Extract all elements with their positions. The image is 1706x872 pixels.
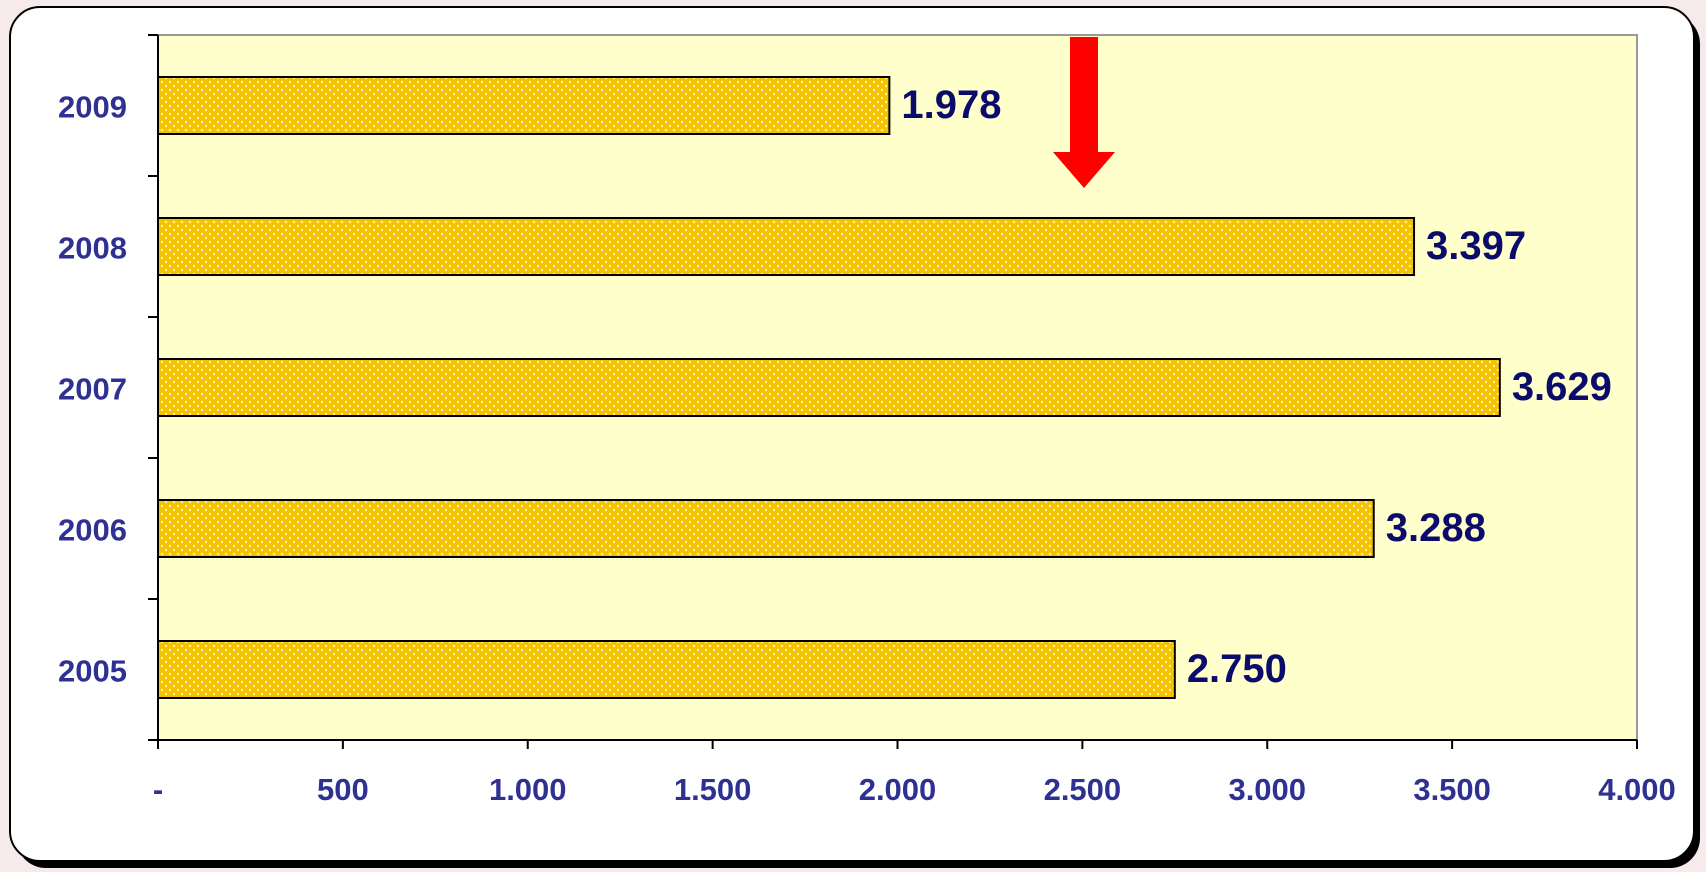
x-tick-label: 1.500 [674, 772, 752, 807]
y-tick-label: 2008 [58, 231, 127, 266]
x-tick-label: 2.500 [1044, 772, 1122, 807]
x-tick-label: - [153, 772, 163, 807]
bar [157, 217, 1416, 276]
bar [157, 640, 1176, 699]
data-label: 3.397 [1426, 224, 1526, 268]
y-tick-label: 2009 [58, 90, 127, 125]
data-label: 2.750 [1187, 647, 1287, 691]
bar [157, 499, 1375, 558]
x-tick-label: 500 [317, 772, 369, 807]
data-label: 3.288 [1386, 506, 1486, 550]
data-label: 3.629 [1512, 365, 1612, 409]
bar [157, 358, 1501, 417]
data-label: 1.978 [901, 83, 1001, 127]
y-tick-label: 2006 [58, 513, 127, 548]
x-tick-label: 4.000 [1598, 772, 1676, 807]
x-tick-label: 1.000 [489, 772, 567, 807]
y-tick-label: 2007 [58, 372, 127, 407]
x-tick-label: 2.000 [859, 772, 937, 807]
y-tick-label: 2005 [58, 654, 127, 689]
arrow [1053, 37, 1115, 188]
x-tick-label: 3.000 [1228, 772, 1306, 807]
bar [157, 76, 891, 135]
x-tick-label: 3.500 [1413, 772, 1491, 807]
